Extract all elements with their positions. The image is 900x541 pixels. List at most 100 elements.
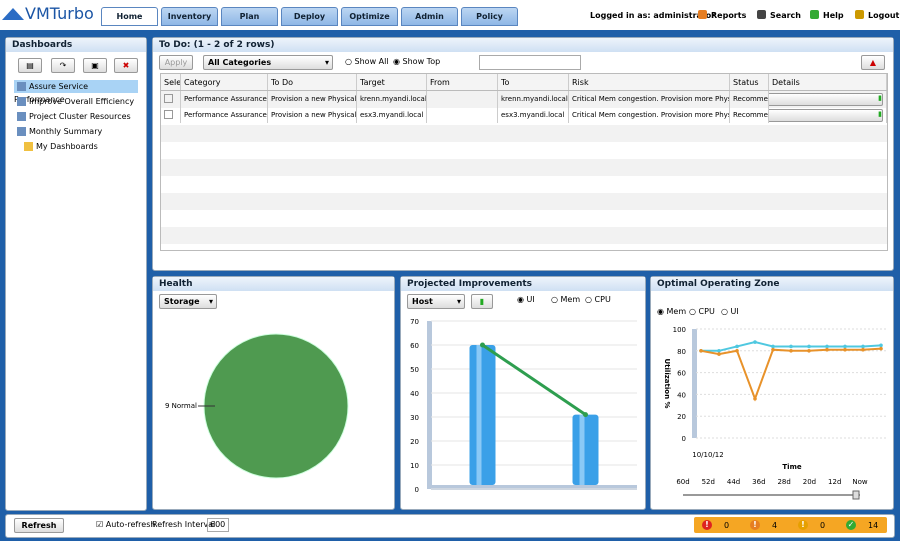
radio[interactable]: ○ Mem: [551, 295, 581, 304]
top-input[interactable]: [479, 55, 581, 70]
bar-shine: [579, 414, 585, 485]
status-count: 0: [724, 521, 730, 530]
tab[interactable]: Deploy: [281, 7, 338, 26]
auto-refresh[interactable]: ☑ Auto-refresh: [96, 520, 156, 529]
dashboard-item[interactable]: My Dashboards: [14, 140, 138, 153]
item-icon: [17, 127, 26, 136]
header-link[interactable]: Search: [770, 11, 801, 20]
radio-show-top[interactable]: ◉ Show Top: [393, 57, 441, 66]
status-count: 14: [868, 521, 879, 530]
refresh-button[interactable]: Refresh: [14, 518, 64, 533]
optimal-title: Optimal Operating Zone: [651, 277, 893, 291]
item-icon: [24, 142, 33, 151]
category-filter[interactable]: All Categories ▾: [203, 55, 333, 70]
series-point: [879, 343, 883, 348]
radio[interactable]: ○ CPU: [689, 307, 715, 316]
tab[interactable]: Admin: [401, 7, 458, 26]
radio-label: Show Top: [402, 57, 441, 66]
slider-label: 28d: [777, 478, 790, 486]
y-tick-label: 60: [677, 370, 686, 378]
radio-label: UI: [526, 295, 535, 304]
tool-button[interactable]: ▤: [18, 58, 42, 73]
radio[interactable]: ◉ UI: [517, 295, 535, 304]
column-header: Details: [768, 74, 887, 91]
item-label: Project Cluster Resources: [29, 112, 131, 121]
dashboard-item[interactable]: Project Cluster Resources: [14, 110, 138, 123]
dropdown[interactable]: Storage ▾: [159, 294, 217, 309]
header-row: Sele Category To Do Target From To Risk Status D…: [161, 74, 887, 91]
item-icon: [17, 97, 26, 106]
radio[interactable]: ○ CPU: [585, 295, 611, 304]
logo: VMTurbo: [25, 4, 94, 23]
table-row: Performance Assurance Provision a new Phy…: [161, 90, 887, 107]
column-header: From: [426, 74, 498, 91]
footer: Refresh ☑ Auto-refresh Refresh Interval …: [5, 514, 895, 538]
radio-label: Show All: [354, 57, 389, 66]
header-link[interactable]: Help: [823, 11, 844, 20]
dashboard-item[interactable]: Improve Overall Efficiency: [14, 95, 138, 108]
tool-button[interactable]: ✖: [114, 58, 138, 73]
series-point: [825, 344, 829, 349]
status-icon: !: [798, 520, 808, 530]
checkbox[interactable]: [164, 93, 173, 103]
health-title: Health: [153, 277, 394, 291]
dashboard-item[interactable]: Assure Service Performance: [14, 80, 138, 104]
radio-label: UI: [730, 307, 739, 316]
alert-button[interactable]: ▲: [861, 55, 885, 70]
column-header: To Do: [267, 74, 357, 91]
axis-band: [427, 321, 432, 489]
item-icon: [17, 112, 26, 121]
tool-button[interactable]: ↷: [51, 58, 75, 73]
table-row: Performance Assurance Provision a new Phy…: [161, 107, 887, 123]
status-icon: !: [750, 520, 760, 530]
tab[interactable]: Home: [101, 7, 158, 26]
y-tick-label: 0: [415, 486, 419, 494]
column-header: Risk: [568, 74, 730, 91]
optimal-panel: Optimal Operating Zone ◉ Mem ○ CPU ○ UI 0 2…: [650, 276, 894, 510]
axis-band: [692, 329, 697, 438]
slider-thumb[interactable]: [852, 490, 860, 500]
header-link[interactable]: Reports: [711, 11, 747, 20]
radio-show-all[interactable]: ○ Show All: [345, 57, 389, 66]
pie-slice: [203, 333, 349, 479]
trend-line: [481, 343, 587, 416]
details-button[interactable]: ▮: [768, 92, 883, 106]
tab[interactable]: Optimize: [341, 7, 398, 26]
link-icon: [810, 10, 819, 19]
auto-refresh-label: Auto-refresh: [105, 520, 156, 529]
interval-input[interactable]: 600: [207, 518, 229, 532]
header-link[interactable]: Logout: [868, 11, 900, 20]
tab[interactable]: Plan: [221, 7, 278, 26]
chart-button[interactable]: ▮: [471, 294, 493, 309]
radio[interactable]: ○ UI: [721, 307, 739, 316]
filter-text: All Categories: [208, 58, 272, 67]
status-icon: !: [702, 520, 712, 530]
apply-button[interactable]: Apply: [159, 55, 193, 70]
column-header: Target: [356, 74, 427, 91]
dashboard-item[interactable]: Monthly Summary: [14, 125, 138, 138]
dropdown[interactable]: Host ▾: [407, 294, 465, 309]
column-header: Sele: [161, 74, 181, 91]
radio-label: CPU: [594, 295, 611, 304]
optimal-chart: 0 20 40 60 80 100 Utilization % Time 10/10/12 60d…: [663, 326, 886, 500]
y-tick-label: 40: [410, 390, 419, 398]
cell: Recommended: [729, 107, 769, 123]
details-button[interactable]: ▮: [768, 108, 883, 122]
tab[interactable]: Policy: [461, 7, 518, 26]
link-icon: [698, 10, 707, 19]
cell: Performance Assurance: [180, 90, 268, 107]
series-point: [699, 349, 703, 353]
slider-label: 60d: [676, 478, 689, 486]
cell: [426, 90, 498, 107]
checkbox[interactable]: [164, 109, 173, 119]
radio[interactable]: ◉ Mem: [657, 307, 687, 316]
cell: ▮: [768, 107, 887, 123]
series-point: [825, 347, 829, 352]
cell: ▮: [768, 90, 887, 107]
item-icon: [17, 82, 26, 91]
status-count: 0: [820, 521, 826, 530]
slider-label: 20d: [803, 478, 816, 486]
tab[interactable]: Inventory: [161, 7, 218, 26]
cell: [426, 107, 498, 123]
tool-button[interactable]: ▣: [83, 58, 107, 73]
